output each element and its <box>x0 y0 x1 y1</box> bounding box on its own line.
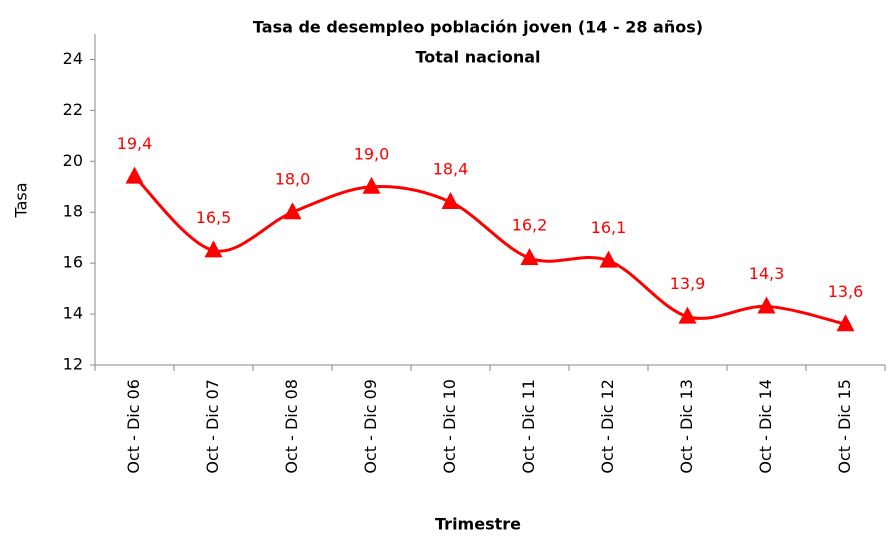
data-label: 18,4 <box>433 160 469 179</box>
y-tick-label: 14 <box>63 304 83 323</box>
marker <box>441 192 460 210</box>
marker <box>125 166 144 184</box>
marker <box>836 314 855 332</box>
x-tick-label: Oct - Dic 08 <box>282 379 301 474</box>
chart-title: Tasa de desempleo población joven (14 - … <box>253 18 703 37</box>
data-label: 18,0 <box>275 170 311 189</box>
marker <box>757 296 776 314</box>
y-tick-label: 16 <box>63 253 83 272</box>
marker <box>599 250 618 268</box>
data-label: 16,1 <box>591 218 627 237</box>
marker <box>520 248 539 266</box>
x-tick-label: Oct - Dic 07 <box>203 379 222 474</box>
line <box>133 175 846 326</box>
marker <box>678 306 697 324</box>
data-label: 19,0 <box>354 144 390 163</box>
y-tick-label: 12 <box>63 355 83 374</box>
y-tick-label: 18 <box>63 202 83 221</box>
data-label: 16,2 <box>512 216 548 235</box>
data-label: 13,6 <box>828 282 864 301</box>
x-tick-label: Oct - Dic 11 <box>519 379 538 474</box>
chart-subtitle: Total nacional <box>415 48 540 67</box>
x-tick-label: Oct - Dic 14 <box>756 379 775 474</box>
marker <box>362 176 381 194</box>
x-axis-title: Trimestre <box>435 515 521 534</box>
x-tick-label: Oct - Dic 10 <box>440 379 459 474</box>
x-tick-label: Oct - Dic 09 <box>361 379 380 474</box>
y-axis-title: Tasa <box>12 182 31 218</box>
x-tick-label: Oct - Dic 12 <box>598 379 617 474</box>
y-tick-label: 20 <box>63 151 83 170</box>
y-tick-label: 24 <box>63 49 83 68</box>
data-label: 16,5 <box>196 208 232 227</box>
data-label: 14,3 <box>749 264 785 283</box>
marker <box>204 240 223 258</box>
y-tick-label: 22 <box>63 100 83 119</box>
marker <box>283 202 302 220</box>
data-label: 13,9 <box>670 274 706 293</box>
x-tick-label: Oct - Dic 06 <box>124 379 143 474</box>
x-tick-label: Oct - Dic 13 <box>677 379 696 474</box>
x-tick-label: Oct - Dic 15 <box>835 379 854 474</box>
data-label: 19,4 <box>117 134 153 153</box>
